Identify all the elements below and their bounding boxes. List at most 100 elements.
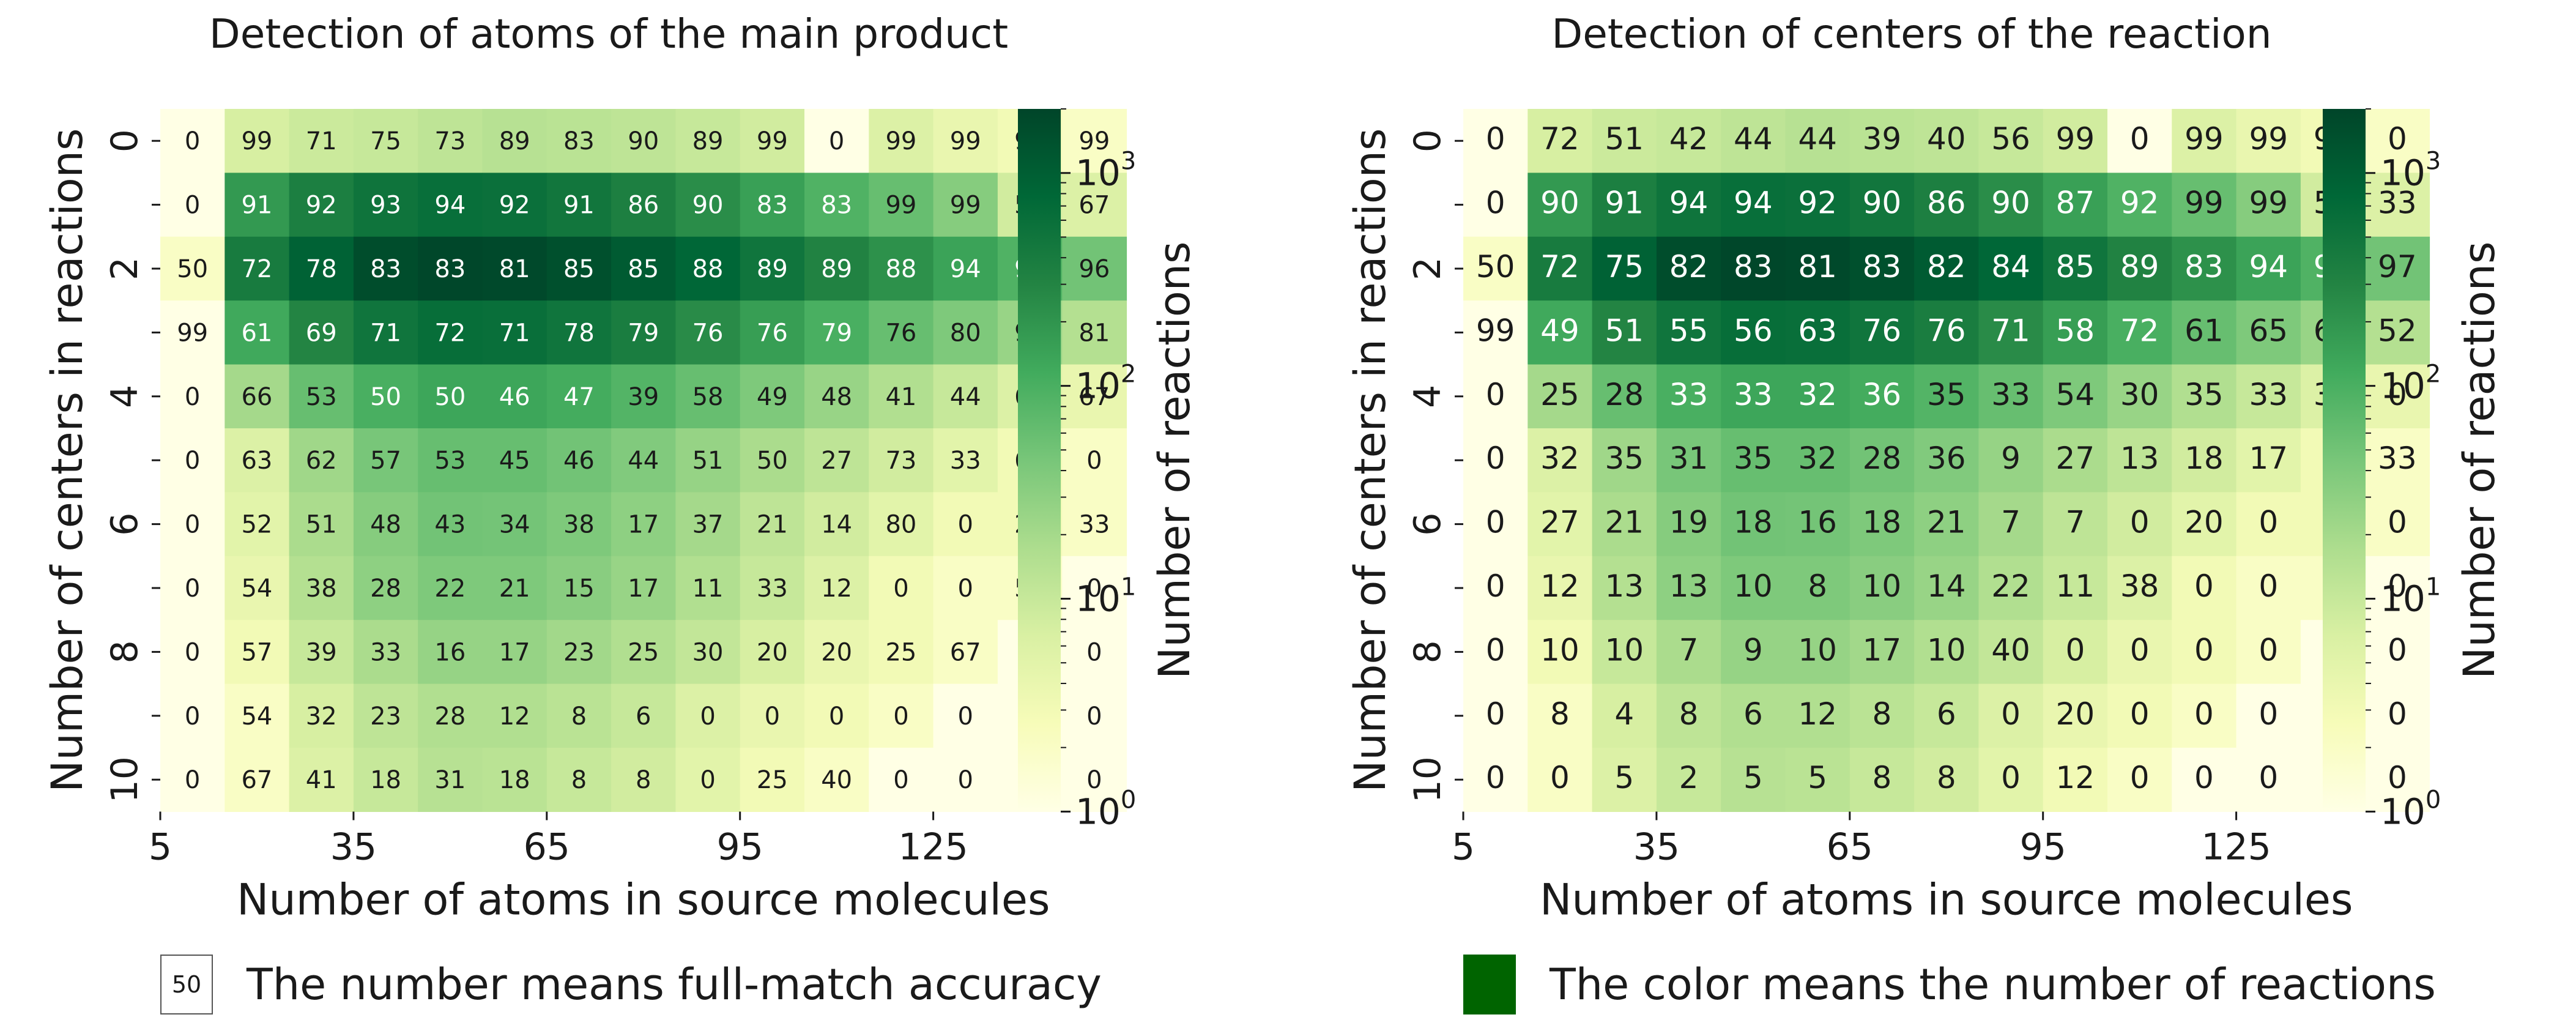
cell-value: 0 — [893, 702, 908, 731]
heatmap-cell — [611, 620, 676, 685]
cell-value: 23 — [563, 638, 595, 666]
heatmap-cell — [289, 556, 354, 620]
colorbar-tick-label: 101 — [1075, 573, 1136, 620]
heatmap-cell — [2043, 173, 2108, 237]
cell-value: 8 — [1937, 760, 1956, 795]
heatmap-cell — [740, 556, 805, 620]
heatmap-cell — [546, 683, 612, 748]
heatmap-cell — [675, 683, 741, 748]
heatmap-cell — [225, 109, 290, 173]
cell-value: 0 — [185, 638, 200, 666]
cell-value: 31 — [1669, 441, 1709, 476]
cell-value: 19 — [1669, 505, 1709, 540]
heatmap-cell — [546, 109, 612, 173]
heatmap-cell — [353, 173, 418, 237]
cell-value: 10 — [1863, 568, 1902, 604]
y-axis-label: Number of centers in reactions — [42, 128, 92, 792]
cell-value: 27 — [2056, 441, 2095, 476]
cell-value: 94 — [950, 255, 981, 283]
heatmap-cell — [1592, 173, 1657, 237]
cell-value: 71 — [370, 319, 401, 347]
heatmap-cell — [869, 748, 934, 812]
heatmap-cell — [1721, 556, 1786, 620]
heatmap-cell — [2236, 428, 2301, 493]
heatmap-cell — [1656, 300, 1721, 365]
heatmap-cell — [546, 620, 612, 685]
cell-value: 9 — [2001, 441, 2021, 476]
cell-value: 50 — [757, 447, 788, 475]
heatmap-cell — [869, 683, 934, 748]
cell-value: 62 — [306, 447, 337, 475]
cell-value: 44 — [950, 383, 981, 411]
cell-value: 63 — [1798, 313, 1837, 348]
cell-value: 54 — [241, 702, 272, 731]
heatmap-cell — [225, 173, 290, 237]
cell-value: 96 — [1078, 255, 1110, 283]
heatmap-cell — [1592, 620, 1657, 685]
cell-value: 18 — [370, 766, 401, 794]
heatmap-cell — [804, 173, 869, 237]
cell-value: 35 — [2184, 377, 2224, 412]
heatmap-cell — [675, 236, 741, 301]
heatmap-cell — [1849, 683, 1915, 748]
heatmap-cell — [482, 683, 547, 748]
cell-value: 8 — [571, 766, 587, 794]
cell-value: 0 — [2259, 632, 2278, 668]
heatmap-cell — [611, 492, 676, 557]
colorbar — [1018, 109, 1061, 812]
cell-value: 97 — [2378, 249, 2417, 285]
cell-value: 88 — [692, 255, 724, 283]
cell-value: 10 — [1927, 632, 1966, 668]
cell-value: 71 — [1991, 313, 2030, 348]
legend-color: The color means the number of reactions — [1463, 955, 2436, 1014]
heatmap-cell — [804, 109, 869, 173]
cell-value: 22 — [434, 575, 466, 603]
cell-value: 40 — [1991, 632, 2030, 668]
cell-value: 47 — [563, 383, 595, 411]
heatmap-cell — [1978, 492, 2044, 557]
y-tick-label: 10 — [1406, 756, 1449, 803]
heatmap-cell — [289, 364, 354, 429]
cell-value: 9 — [1743, 632, 1763, 668]
heatmap-cell — [1527, 236, 1593, 301]
heatmap-cell — [740, 364, 805, 429]
heatmap-cell — [2236, 109, 2301, 173]
heatmap-cell — [740, 428, 805, 493]
heatmap-cell — [225, 236, 290, 301]
heatmap-cell — [482, 236, 547, 301]
cell-value: 78 — [306, 255, 337, 283]
heatmap-cell — [2236, 300, 2301, 365]
cell-value: 83 — [563, 127, 595, 155]
cell-value: 78 — [563, 319, 595, 347]
cell-value: 0 — [185, 447, 200, 475]
cell-value: 18 — [2184, 441, 2224, 476]
cell-value: 8 — [571, 702, 587, 731]
heatmap-cell — [1463, 300, 1528, 365]
heatmap-cell — [2365, 620, 2430, 685]
colorbar — [2323, 109, 2366, 812]
heatmap-cell — [1527, 748, 1593, 812]
heatmap-cell — [2172, 428, 2237, 493]
cell-value: 87 — [2056, 185, 2095, 221]
cell-value: 93 — [370, 192, 401, 220]
heatmap-cell — [1656, 364, 1721, 429]
heatmap-cell — [1062, 364, 1127, 429]
heatmap-cell — [1592, 109, 1657, 173]
cell-value: 27 — [821, 447, 852, 475]
cell-value: 20 — [821, 638, 852, 666]
cell-value: 82 — [1927, 249, 1966, 285]
cell-value: 25 — [757, 766, 788, 794]
cell-value: 80 — [950, 319, 981, 347]
cell-value: 0 — [2194, 760, 2214, 795]
heatmap-cell — [869, 173, 934, 237]
cell-value: 0 — [1486, 568, 1505, 604]
cell-value: 33 — [2249, 377, 2288, 412]
cell-value: 90 — [692, 192, 724, 220]
heatmap-cell — [1785, 556, 1850, 620]
cell-value: 92 — [306, 192, 337, 220]
cell-value: 58 — [2056, 313, 2095, 348]
heatmap-cell — [933, 683, 998, 748]
cell-value: 56 — [1991, 121, 2030, 157]
cell-value: 83 — [2184, 249, 2224, 285]
